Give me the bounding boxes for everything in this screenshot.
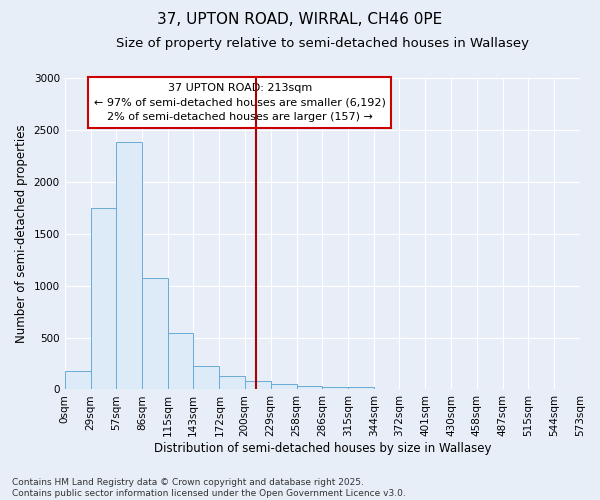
- Text: Contains HM Land Registry data © Crown copyright and database right 2025.
Contai: Contains HM Land Registry data © Crown c…: [12, 478, 406, 498]
- Text: 37 UPTON ROAD: 213sqm
← 97% of semi-detached houses are smaller (6,192)
2% of se: 37 UPTON ROAD: 213sqm ← 97% of semi-deta…: [94, 82, 386, 122]
- Bar: [245, 381, 271, 390]
- Bar: [168, 334, 193, 390]
- Bar: [193, 366, 220, 390]
- Bar: [271, 384, 297, 390]
- Y-axis label: Number of semi-detached properties: Number of semi-detached properties: [15, 124, 28, 343]
- Bar: [116, 142, 142, 390]
- Bar: [348, 388, 374, 390]
- X-axis label: Distribution of semi-detached houses by size in Wallasey: Distribution of semi-detached houses by …: [154, 442, 491, 455]
- Bar: [297, 386, 322, 390]
- Text: 37, UPTON ROAD, WIRRAL, CH46 0PE: 37, UPTON ROAD, WIRRAL, CH46 0PE: [157, 12, 443, 28]
- Bar: [142, 278, 168, 390]
- Bar: [220, 376, 245, 390]
- Bar: [91, 208, 116, 390]
- Bar: [65, 371, 91, 390]
- Title: Size of property relative to semi-detached houses in Wallasey: Size of property relative to semi-detach…: [116, 38, 529, 51]
- Bar: [322, 387, 348, 390]
